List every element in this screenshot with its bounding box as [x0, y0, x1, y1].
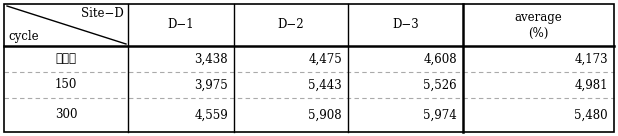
Text: 4,981: 4,981: [575, 78, 608, 92]
Text: D−3: D−3: [392, 18, 419, 32]
Text: 5,480: 5,480: [574, 109, 608, 121]
Text: 5,974: 5,974: [423, 109, 457, 121]
Text: 5,526: 5,526: [423, 78, 457, 92]
Text: Site−D: Site−D: [81, 7, 124, 20]
Text: average
(%): average (%): [515, 10, 562, 39]
Text: 4,475: 4,475: [308, 52, 342, 66]
Text: D−2: D−2: [277, 18, 304, 32]
Text: 초기값: 초기값: [56, 52, 77, 66]
Text: 5,443: 5,443: [308, 78, 342, 92]
Text: 4,559: 4,559: [194, 109, 228, 121]
Text: cycle: cycle: [8, 30, 38, 43]
Text: 5,908: 5,908: [308, 109, 342, 121]
Text: 150: 150: [55, 78, 77, 92]
Text: 3,438: 3,438: [195, 52, 228, 66]
Text: 4,173: 4,173: [574, 52, 608, 66]
Text: 3,975: 3,975: [194, 78, 228, 92]
Text: D−1: D−1: [167, 18, 194, 32]
Text: 4,608: 4,608: [423, 52, 457, 66]
Text: 300: 300: [55, 109, 77, 121]
